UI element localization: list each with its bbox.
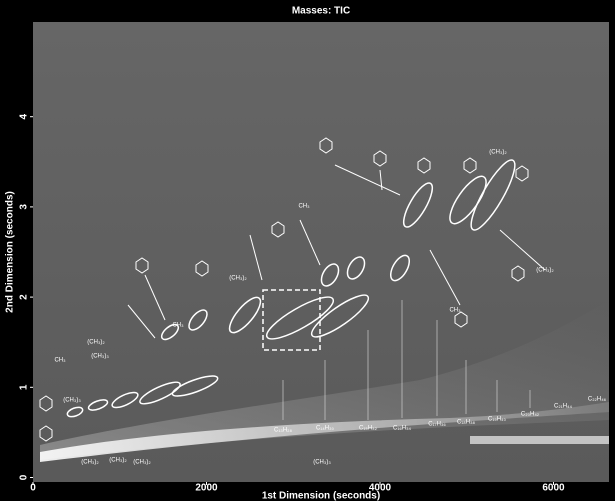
annotation: CH₃ <box>298 204 310 210</box>
annotation: C₁₄H₃₀ <box>316 426 335 432</box>
x-tick-label: 6000 <box>542 483 565 494</box>
annotation: CH₃ <box>449 308 461 314</box>
x-axis-label: 1st Dimension (seconds) <box>262 491 380 501</box>
annotation: C₂₀H₄₂ <box>521 412 540 418</box>
annotation: (CH₃)₃ <box>91 354 109 360</box>
y-tick-label: 4 <box>19 113 30 119</box>
annotation: C₁₆H₃₄ <box>393 426 412 432</box>
chart: Masses: TIC 1st Dimension (seconds) 2nd Di… <box>0 0 615 501</box>
y-tick-label: 2 <box>19 294 30 300</box>
y-axis-label: 2nd Dimension (seconds) <box>5 191 16 313</box>
annotation: C₂₂H₄₆ <box>588 397 607 403</box>
annotation: C₂₁H₄₄ <box>554 404 572 410</box>
annotation: CH₃ <box>172 323 184 329</box>
annotation: C₁₃H₂₈ <box>274 428 292 434</box>
annotation: (CH₃)₂ <box>81 460 99 466</box>
annotation: (CH₃)₂ <box>229 276 247 282</box>
annotation: C₁₅H₃₂ <box>359 426 378 432</box>
annotation: C₁₇H₃₆ <box>428 422 446 428</box>
annotation: CH₃ <box>54 358 66 364</box>
annotation: (CH₃)₂ <box>489 150 507 156</box>
y-tick-label: 1 <box>19 384 30 390</box>
y-tick-label: 3 <box>19 204 30 210</box>
page: Masses: TIC 1st Dimension (seconds) 2nd Di… <box>0 0 615 501</box>
chart-title: Masses: TIC <box>292 6 350 17</box>
annotation: (CH₃)₂ <box>87 340 105 346</box>
x-tick-label: 4000 <box>369 483 392 494</box>
annotation: (CH₃)₃ <box>313 460 331 466</box>
annotation: C₁₈H₃₈ <box>457 420 476 426</box>
annotation: C₁₉H₄₀ <box>488 417 507 423</box>
annotation: (CH₃)₂ <box>133 460 151 466</box>
annotation: (CH₃)₂ <box>536 268 554 274</box>
x-tick-label: 0 <box>30 483 36 494</box>
y-tick-label: 0 <box>19 474 30 480</box>
annotation: (CH₃)₂ <box>109 458 127 464</box>
annotation: (CH₃)₃ <box>63 398 81 404</box>
x-tick-label: 2000 <box>195 483 218 494</box>
